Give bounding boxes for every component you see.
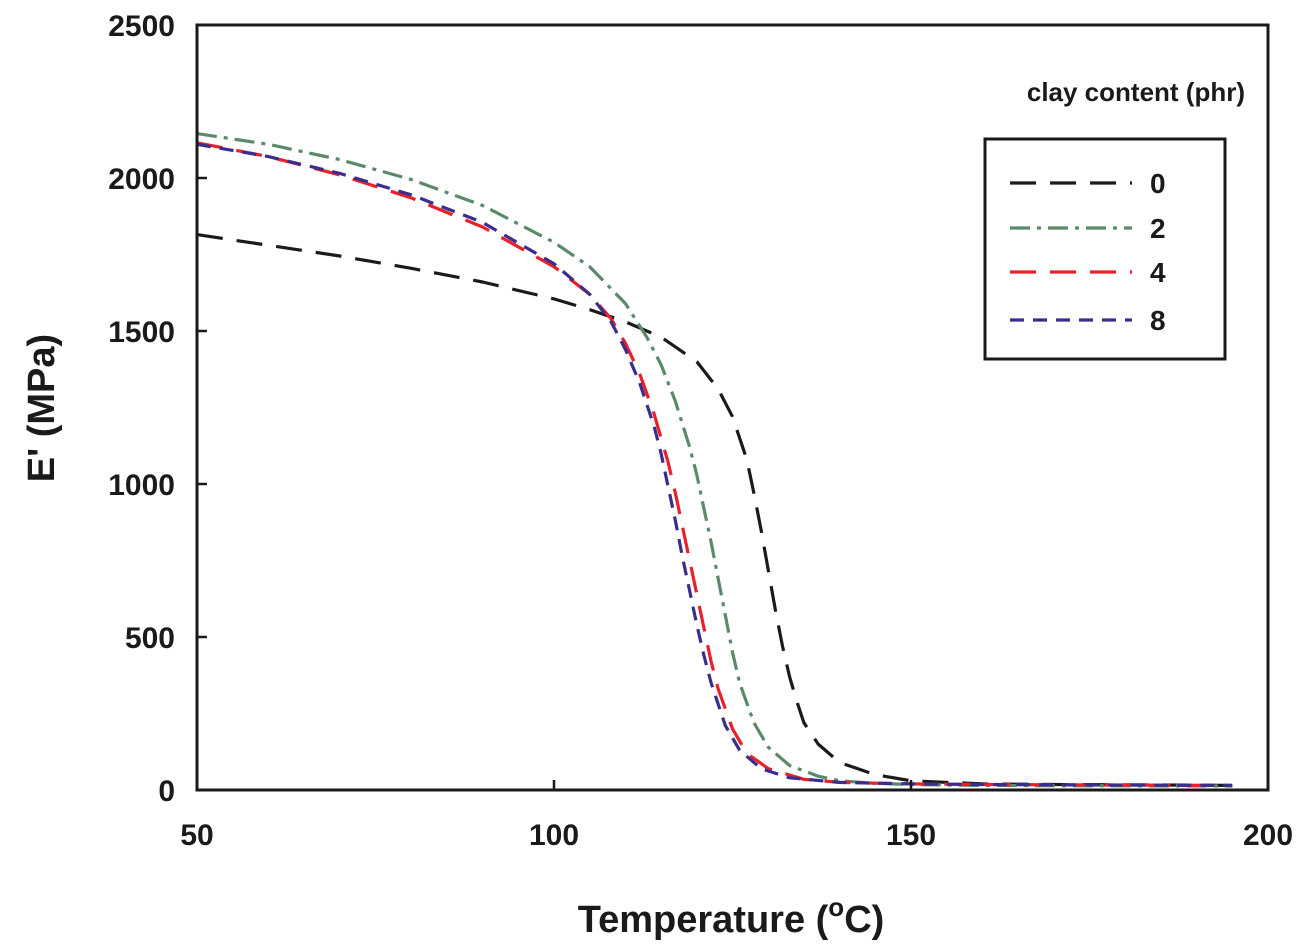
plot-area	[196, 132, 1233, 788]
legend-label-4: 4	[1150, 257, 1166, 288]
y-tick-label: 2000	[108, 163, 175, 196]
y-tick-label: 0	[158, 775, 175, 808]
y-tick-label: 1500	[108, 316, 175, 349]
y-tick-label: 2500	[108, 10, 175, 43]
x-axis-title-unit: C)	[844, 899, 884, 941]
series-line-8	[196, 142, 1233, 788]
legend-label-2: 2	[1150, 213, 1166, 244]
plot-frame	[195, 23, 1270, 792]
legend-entries: 0 2 4 8	[1010, 168, 1166, 336]
legend-label-8: 8	[1150, 305, 1166, 336]
x-axis-title-superscript: o	[828, 892, 844, 922]
x-tick-label: 50	[180, 819, 213, 852]
legend-label-0: 0	[1150, 168, 1166, 199]
y-tick-label: 1000	[108, 469, 175, 502]
legend-title: clay content (phr)	[1027, 77, 1245, 107]
y-tick-label: 500	[125, 622, 175, 655]
series-line-0	[196, 233, 1233, 787]
x-axis-title-main: Temperature (	[578, 899, 829, 941]
x-tick-label: 200	[1243, 819, 1293, 852]
legend-box	[983, 137, 1227, 361]
x-tick-label: 150	[886, 819, 936, 852]
y-axis-title: E' (MPa)	[21, 334, 63, 482]
x-tick-label: 100	[529, 819, 579, 852]
series-line-2	[196, 132, 1233, 788]
x-axis-title: Temperature (oC)	[578, 892, 885, 941]
